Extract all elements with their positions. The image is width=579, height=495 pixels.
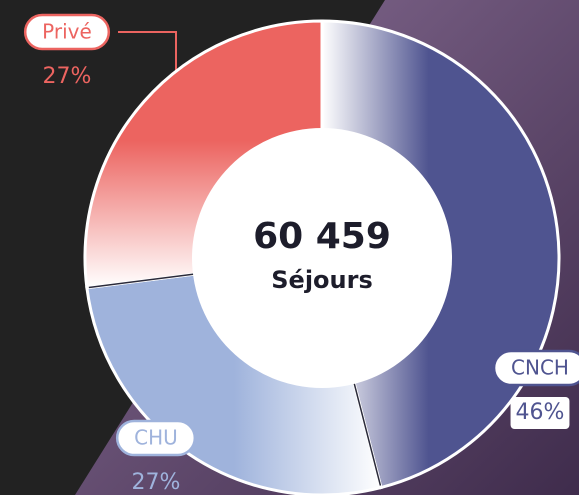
value-label: 27%: [132, 470, 181, 495]
value-label: 46%: [516, 400, 565, 425]
center-label: Séjours: [271, 266, 372, 294]
category-label: CHU: [134, 426, 178, 450]
category-label: CNCH: [511, 356, 569, 380]
label-pill: [23, 13, 111, 51]
category-label: Privé: [42, 20, 92, 44]
segment-separator: [353, 381, 382, 486]
value-label-box: [510, 397, 570, 429]
value-label: 27%: [43, 64, 92, 89]
segment-separator: [88, 273, 196, 289]
donut-hole: [192, 128, 452, 388]
center-value: 60 459: [253, 216, 391, 257]
label-pill: [115, 419, 197, 457]
label-pill: [492, 349, 579, 387]
